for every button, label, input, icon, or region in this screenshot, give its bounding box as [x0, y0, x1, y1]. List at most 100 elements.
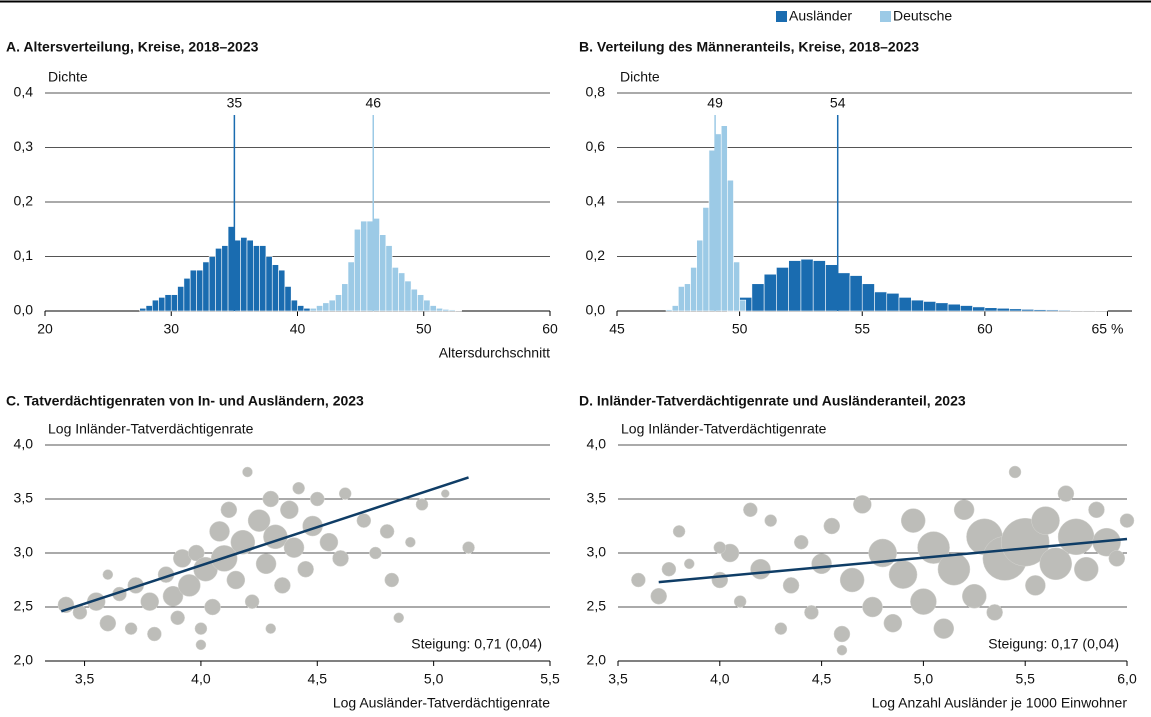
histogram-bar [410, 288, 418, 312]
histogram-bar [379, 234, 387, 312]
bubble [900, 508, 926, 533]
histogram-bar [177, 286, 185, 312]
bubble [1108, 550, 1126, 567]
x-axis-label: Altersdurchschnitt [439, 345, 550, 361]
histogram-bar [372, 218, 380, 312]
y-tick-label: 0,8 [586, 84, 606, 100]
legend-label: Deutsche [893, 8, 952, 24]
histogram-bar [170, 294, 178, 312]
histogram-bar [398, 272, 406, 312]
histogram-bar [972, 306, 986, 312]
bubble [441, 489, 450, 498]
x-axis-label: Log Anzahl Ausländer je 1000 Einwohner [872, 695, 1128, 711]
bubble [415, 498, 429, 511]
bubble [242, 466, 253, 478]
bubble [262, 490, 279, 508]
bubble [209, 521, 230, 542]
histogram-bar [183, 277, 191, 312]
bubble [319, 532, 339, 552]
histogram-bar [284, 286, 292, 312]
bubble [255, 553, 277, 575]
histogram-bar [874, 291, 888, 312]
histogram-bar [886, 292, 900, 312]
histogram-bar [751, 283, 765, 312]
histogram-bar [202, 261, 210, 312]
histogram-bar [429, 305, 437, 312]
histogram-bar [702, 207, 710, 312]
panel-title: B. Verteilung des Männeranteils, Kreise,… [579, 39, 919, 55]
histogram-bar [366, 220, 374, 312]
histogram-bar [800, 258, 814, 312]
bubble [230, 529, 256, 555]
x-tick-label: 4,0 [191, 671, 211, 687]
trend-line [60, 476, 469, 613]
x-tick-label: 65 % [1092, 321, 1124, 337]
histogram-bar [947, 303, 961, 312]
y-tick-label: 0,0 [586, 302, 606, 318]
bubble [405, 536, 416, 548]
histogram-bar [139, 307, 147, 312]
bubble [194, 622, 208, 635]
histogram-bar [234, 239, 241, 312]
bubble [1057, 518, 1095, 556]
histogram-bar [290, 299, 298, 312]
bubble [297, 560, 314, 578]
histogram-bar [391, 267, 399, 312]
bubble [793, 534, 809, 550]
histogram-bar [665, 309, 673, 312]
bubble [1074, 556, 1099, 582]
histogram-bar [1021, 309, 1035, 312]
bubble [384, 572, 400, 588]
bubble [631, 572, 646, 588]
bubble [332, 550, 349, 567]
histogram-bar [935, 302, 949, 312]
bubble [195, 639, 207, 651]
histogram-bar [708, 149, 716, 312]
bubble [962, 583, 987, 609]
y-tick-label: 3,5 [14, 490, 34, 506]
histogram-bar [671, 305, 679, 312]
x-tick-label: 4,0 [710, 671, 730, 687]
bubble [356, 513, 372, 528]
histogram-bar [849, 275, 863, 312]
bubble [393, 612, 404, 624]
x-tick-label: 40 [290, 321, 306, 337]
bubble [836, 644, 848, 656]
histogram-bar [360, 220, 368, 312]
histogram-bar [733, 261, 740, 312]
y-tick-label: 0,1 [14, 247, 34, 263]
x-tick-label: 50 [732, 321, 748, 337]
bubble [274, 577, 291, 594]
histogram-bar [898, 297, 912, 312]
x-tick-label: 4,5 [812, 671, 832, 687]
histogram-bar [271, 264, 279, 312]
y-tick-label: 3,0 [587, 544, 607, 560]
histogram-bar [253, 245, 260, 312]
x-tick-label: 30 [163, 321, 179, 337]
panel-title: C. Tatverdächtigenraten von In- und Ausl… [6, 393, 364, 409]
y-axis-label: Dichte [620, 69, 660, 85]
legend-swatch [880, 11, 891, 22]
histogram-bar [714, 133, 722, 312]
histogram-bar [227, 226, 235, 312]
mean-label: 46 [365, 95, 381, 111]
histogram-bar [297, 305, 305, 312]
x-tick-label: 50 [416, 321, 432, 337]
histogram-bar [812, 260, 826, 312]
y-tick-label: 0,4 [14, 84, 34, 100]
histogram-bar [278, 269, 286, 312]
bubble [1119, 513, 1135, 528]
histogram-bar [423, 299, 431, 312]
histogram-bar [328, 299, 336, 312]
histogram-bar [385, 245, 393, 312]
y-tick-label: 3,0 [14, 544, 34, 560]
bubble [937, 552, 971, 586]
x-axis-label: Log Ausländer-Tatverdächtigenrate [333, 695, 550, 711]
bubble [862, 596, 883, 618]
y-axis-label: Dichte [48, 69, 88, 85]
bubble [102, 569, 114, 580]
bubble [369, 546, 382, 560]
histogram-bar [436, 307, 443, 312]
histogram-bar [152, 299, 159, 312]
